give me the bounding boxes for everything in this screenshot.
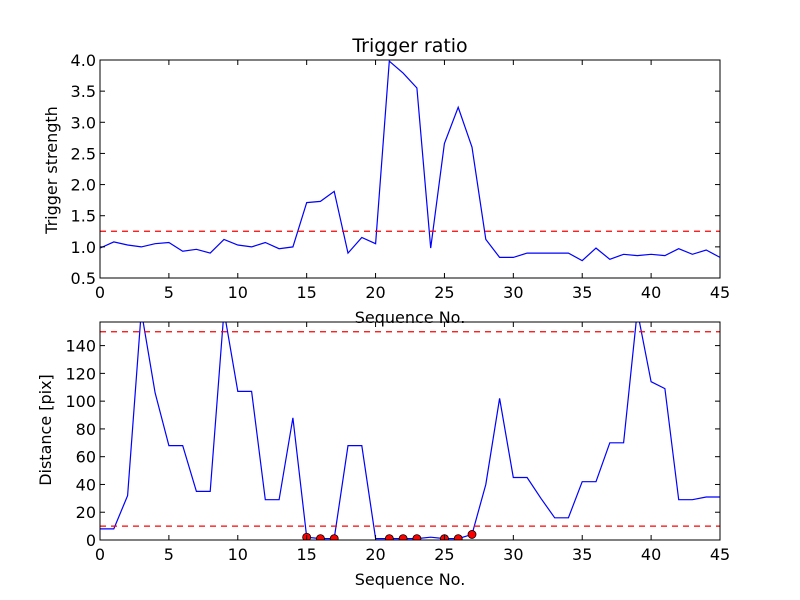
x-tick-label: 0 (95, 545, 105, 564)
y-tick-label: 2.0 (71, 176, 96, 195)
x-tick-label: 0 (95, 283, 105, 302)
chart-title: Trigger ratio (351, 35, 467, 57)
series-line-0 (100, 60, 720, 262)
y-tick-label: 0.5 (71, 269, 96, 288)
x-tick-label: 10 (228, 283, 248, 302)
data-point-marker (329, 534, 339, 540)
x-tick-label: 30 (503, 545, 523, 564)
plot-frame (99, 59, 721, 279)
data-point-marker (384, 534, 394, 540)
data-point-marker (467, 530, 477, 539)
data-point-marker (398, 534, 408, 540)
data-point-marker (453, 534, 463, 540)
y-tick-label: 2.5 (71, 144, 96, 163)
series-line-0 (100, 322, 720, 540)
x-tick-label: 45 (710, 283, 730, 302)
plot-area (100, 322, 720, 540)
x-tick-label: 25 (434, 283, 454, 302)
x-tick-label: 15 (296, 545, 316, 564)
x-tick-label: 40 (641, 283, 661, 302)
y-tick-label: 1.5 (71, 207, 96, 226)
x-tick-label: 10 (228, 545, 248, 564)
x-tick-label: 30 (503, 283, 523, 302)
y-tick-label: 3.0 (71, 113, 96, 132)
y-axis-label-top: Trigger strength (42, 106, 61, 235)
x-axis-label-top: Sequence No. (355, 308, 466, 327)
data-point-marker (412, 534, 422, 540)
plot-frame (99, 321, 721, 541)
x-tick-label: 35 (572, 545, 592, 564)
x-tick-label: 25 (434, 545, 454, 564)
x-tick-label: 5 (164, 283, 174, 302)
y-tick-label: 120 (65, 364, 96, 383)
x-tick-label: 20 (365, 283, 385, 302)
y-tick-label: 0 (86, 531, 96, 550)
x-axis-label-bottom: Sequence No. (355, 570, 466, 589)
plot-area (100, 60, 720, 262)
trigger-strength-plot: 0 5 10 15 20 25 30 35 40 45 0.5 1.0 1.5 2.0 2.5 3.0 3.5 4… (71, 51, 731, 302)
x-tick-label: 35 (572, 283, 592, 302)
y-tick-label: 3.5 (71, 82, 96, 101)
data-point-marker (316, 534, 325, 540)
x-tick-label: 45 (710, 545, 730, 564)
x-tick-label: 20 (365, 545, 385, 564)
y-tick-label: 20 (76, 503, 96, 522)
distance-plot: 0 5 10 15 20 25 30 35 40 45 0 20 40 60 80 100 120 140 (65, 321, 730, 564)
x-tick-label: 40 (641, 545, 661, 564)
y-tick-label: 40 (76, 475, 96, 494)
y-tick-label: 80 (76, 420, 96, 439)
y-tick-label: 4.0 (71, 51, 96, 70)
x-tick-label: 5 (164, 545, 174, 564)
x-tick-label: 15 (296, 283, 316, 302)
y-tick-label: 140 (65, 337, 96, 356)
y-tick-label: 60 (76, 448, 96, 467)
y-tick-label: 1.0 (71, 238, 96, 257)
y-tick-label: 100 (65, 392, 96, 411)
y-axis-label-bottom: Distance [pix] (36, 374, 55, 486)
